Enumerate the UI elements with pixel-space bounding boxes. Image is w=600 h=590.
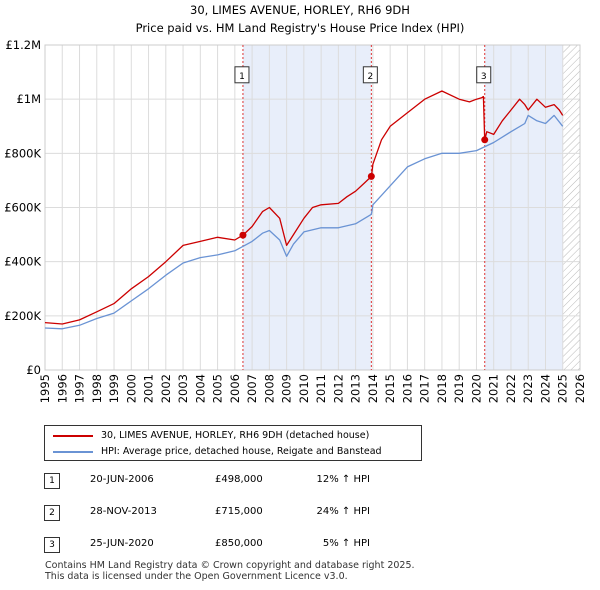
x-tick-label: 2012	[331, 374, 345, 403]
legend: 30, LIMES AVENUE, HORLEY, RH6 9DH (detac…	[44, 425, 422, 461]
sale-price: £850,000	[215, 538, 263, 549]
sale-hpi-diff: 24% ↑ HPI	[316, 506, 370, 517]
property-price-line	[44, 90, 564, 325]
sale-date: 25-JUN-2020	[90, 538, 154, 549]
y-tick-label: £0	[26, 363, 41, 377]
y-tick-label: £200K	[4, 309, 41, 323]
sale-marker-label: 1	[239, 72, 245, 82]
footer-licence: This data is licensed under the Open Gov…	[45, 571, 348, 582]
y-tick-label: £800K	[4, 146, 41, 160]
sale-point	[481, 136, 489, 144]
legend-swatch-hpi	[53, 451, 93, 453]
sale-marker-box	[476, 66, 492, 84]
y-tick-label: £1M	[16, 92, 41, 106]
x-tick-label: 2006	[228, 374, 242, 403]
plot-border	[44, 44, 581, 371]
x-tick-label: 1998	[90, 374, 104, 403]
x-tick-label: 2023	[521, 374, 535, 403]
x-tick-label: 1997	[73, 374, 87, 403]
sale-hpi-diff: 5% ↑ HPI	[322, 538, 370, 549]
sale-row: 1 20-JUN-2006 £498,000 12% ↑ HPI	[0, 470, 600, 492]
x-tick-label: 1999	[107, 374, 121, 403]
x-tick-label: 2025	[556, 374, 570, 403]
sale-marker-box	[234, 66, 250, 84]
x-tick-label: 2020	[469, 374, 483, 403]
legend-swatch-property	[53, 435, 93, 437]
sale-number-badge: 2	[44, 505, 60, 521]
x-tick-label: 2001	[142, 374, 156, 403]
x-tick-label: 2003	[176, 374, 190, 403]
x-tick-label: 2019	[452, 374, 466, 403]
x-tick-label: 2013	[349, 374, 363, 403]
x-tick-label: 2018	[435, 374, 449, 403]
chart-title: 30, LIMES AVENUE, HORLEY, RH6 9DH	[190, 3, 410, 17]
y-tick-label: £1.2M	[5, 38, 41, 52]
sale-date: 28-NOV-2013	[90, 506, 157, 517]
sale-point	[367, 172, 375, 180]
legend-label-hpi: HPI: Average price, detached house, Reig…	[101, 446, 382, 457]
sale-row: 3 25-JUN-2020 £850,000 5% ↑ HPI	[0, 534, 600, 556]
x-tick-label: 2007	[245, 374, 259, 403]
x-tick-label: 2022	[504, 374, 518, 403]
x-tick-label: 2015	[383, 374, 397, 403]
x-tick-label: 2026	[573, 374, 587, 403]
x-tick-label: 2008	[262, 374, 276, 403]
x-tick-label: 2010	[297, 374, 311, 403]
sale-row: 2 28-NOV-2013 £715,000 24% ↑ HPI	[0, 502, 600, 524]
footer-copyright: Contains HM Land Registry data © Crown c…	[45, 560, 415, 571]
x-tick-label: 2017	[418, 374, 432, 403]
x-tick-label: 2016	[400, 374, 414, 403]
hpi-line	[44, 114, 564, 330]
sale-marker-box	[362, 66, 378, 84]
x-tick-label: 2005	[211, 374, 225, 403]
x-tick-label: 2021	[487, 374, 501, 403]
y-tick-label: £600K	[4, 201, 41, 215]
sale-marker-label: 3	[481, 72, 487, 82]
x-tick-label: 2024	[538, 374, 552, 403]
sale-date: 20-JUN-2006	[90, 474, 154, 485]
x-tick-label: 1996	[55, 374, 69, 403]
x-tick-label: 2014	[366, 374, 380, 403]
footer: Contains HM Land Registry data © Crown c…	[45, 560, 415, 582]
legend-label-property: 30, LIMES AVENUE, HORLEY, RH6 9DH (detac…	[101, 430, 370, 441]
x-tick-label: 2004	[193, 374, 207, 403]
sale-price: £498,000	[215, 474, 263, 485]
x-tick-label: 1995	[38, 374, 52, 403]
x-tick-label: 2002	[159, 374, 173, 403]
sale-marker-label: 2	[367, 72, 373, 82]
sale-price: £715,000	[215, 506, 263, 517]
sale-hpi-diff: 12% ↑ HPI	[316, 474, 370, 485]
price-chart: 30, LIMES AVENUE, HORLEY, RH6 9DH Price …	[4, 3, 587, 403]
sale-point	[239, 231, 247, 239]
x-tick-label: 2011	[314, 374, 328, 403]
sale-number-badge: 1	[44, 473, 60, 489]
x-tick-label: 2009	[280, 374, 294, 403]
sale-number-badge: 3	[44, 537, 60, 553]
x-tick-label: 2000	[124, 374, 138, 403]
chart-subtitle: Price paid vs. HM Land Registry's House …	[136, 21, 465, 35]
y-tick-label: £400K	[4, 255, 41, 269]
